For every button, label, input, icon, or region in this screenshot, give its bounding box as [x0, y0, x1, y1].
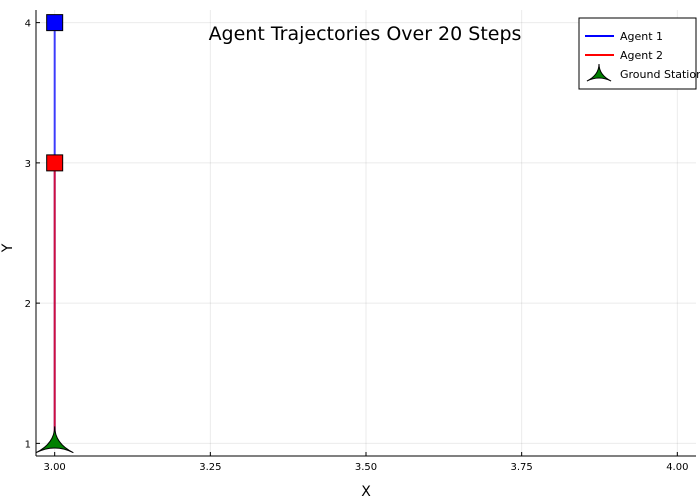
- end-marker-agent-2: [46, 154, 64, 172]
- legend-label-agent-1: Agent 1: [620, 30, 663, 43]
- legend-label-ground-station: Ground Station: [620, 68, 700, 81]
- end-marker-agent-1: [46, 14, 64, 32]
- x-tick-label-4: 4.00: [666, 462, 688, 473]
- y-tick-label-1: 2: [25, 299, 31, 310]
- series: [35, 14, 74, 454]
- y-axis-label: Y: [0, 243, 16, 253]
- y-tick-label-0: 1: [25, 439, 31, 450]
- y-tick-label-3: 4: [25, 19, 31, 30]
- x-tick-label-2: 3.50: [355, 462, 377, 473]
- ground-station-marker: [35, 426, 74, 454]
- x-tick-label-1: 3.25: [199, 462, 221, 473]
- x-tick-label-0: 3.00: [44, 462, 66, 473]
- legend: Agent 1 Agent 2 Ground Station: [578, 17, 700, 90]
- x-axis-label: X: [361, 484, 371, 500]
- legend-swatch-ground-station: [586, 63, 612, 82]
- legend-label-agent-2: Agent 2: [620, 49, 663, 62]
- chart-title: Agent Trajectories Over 20 Steps: [209, 23, 522, 45]
- y-tick-label-2: 3: [25, 159, 31, 170]
- ticks: 3.00 3.25 3.50 3.75 4.00 1 2 3 4: [25, 19, 689, 473]
- x-tick-label-3: 3.75: [511, 462, 533, 473]
